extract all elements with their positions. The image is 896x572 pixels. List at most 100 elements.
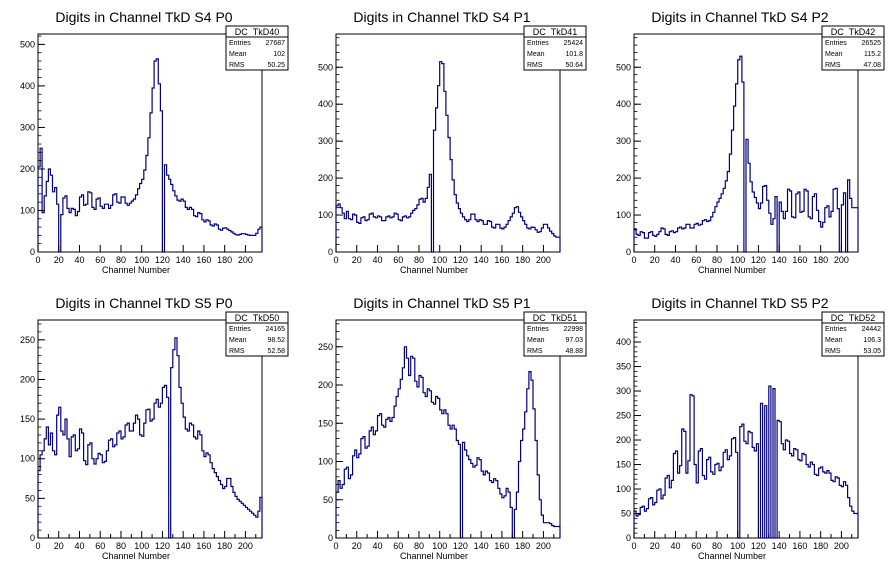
stats-box-name: DC_TkD40 <box>235 27 280 37</box>
stats-row-value: 52.58 <box>267 348 285 355</box>
x-tick-label: 100 <box>134 541 149 551</box>
stats-box-frame <box>821 25 885 71</box>
stats-box-name: DC_TkD50 <box>235 313 280 323</box>
stats-box-frame <box>523 311 587 357</box>
stats-box-name: DC_TkD41 <box>533 27 578 37</box>
stats-row-label: RMS <box>229 62 245 69</box>
stats-row-label: Entries <box>825 40 847 47</box>
histogram-series <box>633 55 859 253</box>
stats-box: DC_TkD52 Entries 24442 Mean 106.3 RMS 53.05 <box>821 311 885 357</box>
x-tick-label: 200 <box>238 255 253 265</box>
y-tick-label: 400 <box>318 99 333 109</box>
stats-row-label: Mean <box>527 337 545 344</box>
y-tick-label: 0 <box>626 247 631 257</box>
x-tick-label: 100 <box>432 255 447 265</box>
x-axis-label: Channel Number <box>102 265 170 275</box>
stats-row-label: RMS <box>825 62 841 69</box>
x-tick-label: 140 <box>176 541 191 551</box>
histogram-series <box>37 58 263 253</box>
stats-row-value: 47.08 <box>863 62 881 69</box>
y-tick-label: 200 <box>616 435 631 445</box>
chart-title: Digits in Channel TkD S4 P2 <box>651 9 828 25</box>
x-tick-label: 180 <box>217 541 232 551</box>
chart-title: Digits in Channel TkD S5 P0 <box>55 295 232 311</box>
y-tick-label: 300 <box>616 136 631 146</box>
stats-row-label: Mean <box>825 51 843 58</box>
stats-row-label: Mean <box>825 337 843 344</box>
histogram-series <box>633 385 859 539</box>
stats-row-label: Entries <box>527 326 549 333</box>
x-tick-label: 200 <box>536 541 551 551</box>
x-axis-label: Channel Number <box>698 551 766 561</box>
x-tick-label: 160 <box>792 255 807 265</box>
y-tick-label: 200 <box>20 164 35 174</box>
chart-panel-3: Digits in Channel TkD S5 P00501001502002… <box>20 295 289 561</box>
stats-box-name: DC_TkD52 <box>831 313 876 323</box>
x-tick-label: 60 <box>95 541 105 551</box>
stats-row-label: Entries <box>229 40 251 47</box>
stats-box-name: DC_TkD42 <box>831 27 876 37</box>
y-tick-label: 100 <box>318 457 333 467</box>
y-tick-label: 150 <box>20 414 35 424</box>
y-tick-label: 200 <box>20 374 35 384</box>
stats-box: DC_TkD51 Entries 22998 Mean 97.03 RMS 48.88 <box>523 311 587 357</box>
plot-frame <box>335 319 561 539</box>
x-tick-label: 60 <box>691 541 701 551</box>
y-tick-label: 400 <box>20 81 35 91</box>
stats-row-label: RMS <box>825 348 841 355</box>
y-tick-label: 0 <box>626 533 631 543</box>
stats-row-label: RMS <box>229 348 245 355</box>
y-tick-label: 150 <box>318 418 333 428</box>
chart-panel-4: Digits in Channel TkD S5 P1 0 50 100 150 200 2… <box>318 295 587 561</box>
y-tick-label: 50 <box>323 495 333 505</box>
x-tick-label: 20 <box>352 255 362 265</box>
x-tick-label: 140 <box>176 255 191 265</box>
x-tick-label: 0 <box>333 541 338 551</box>
x-axis-label: Channel Number <box>400 265 468 275</box>
stats-row-label: Entries <box>825 326 847 333</box>
stats-row-label: Mean <box>229 337 247 344</box>
stats-row-label: RMS <box>527 62 543 69</box>
y-tick-label: 500 <box>318 62 333 72</box>
x-tick-label: 160 <box>494 255 509 265</box>
y-tick-label: 200 <box>616 173 631 183</box>
y-tick-label: 300 <box>318 136 333 146</box>
stats-box: DC_TkD50 Entries 24165 Mean 98.52 RMS 52.58 <box>225 311 289 357</box>
x-tick-label: 40 <box>670 541 680 551</box>
y-tick-label: 250 <box>20 335 35 345</box>
stats-box-frame <box>225 25 289 71</box>
stats-row-value: 24442 <box>862 326 882 333</box>
y-tick-label: 100 <box>318 210 333 220</box>
stats-box: DC_TkD40 Entries 27687 Mean 102 RMS 50.25 <box>225 25 289 71</box>
plot-frame <box>633 319 859 539</box>
x-tick-label: 160 <box>196 541 211 551</box>
stats-box-frame <box>225 311 289 357</box>
x-tick-label: 0 <box>35 255 40 265</box>
stats-row-label: Mean <box>229 51 247 58</box>
stats-row-value: 27687 <box>266 40 286 47</box>
x-tick-label: 80 <box>116 255 126 265</box>
y-tick-label: 300 <box>20 122 35 132</box>
stats-row-value: 101.8 <box>565 51 583 58</box>
stats-row-value: 48.88 <box>565 348 583 355</box>
stats-box: DC_TkD41 Entries 25424 Mean 101.8 RMS 50.64 <box>523 25 587 71</box>
y-tick-label: 250 <box>318 342 333 352</box>
x-tick-label: 80 <box>414 255 424 265</box>
y-tick-label: 500 <box>616 62 631 72</box>
chart-panel-5: Digits in Channel TkD S5 P20501001502002… <box>616 295 885 561</box>
stats-row-label: RMS <box>527 348 543 355</box>
x-tick-label: 100 <box>730 541 745 551</box>
chart-title: Digits in Channel TkD S5 P1 <box>353 295 530 311</box>
stats-box-frame <box>821 311 885 357</box>
x-tick-label: 140 <box>474 541 489 551</box>
stats-row-value: 50.25 <box>267 62 285 69</box>
x-tick-label: 180 <box>217 255 232 265</box>
plot-frame <box>37 319 263 539</box>
x-tick-label: 100 <box>730 255 745 265</box>
y-tick-label: 0 <box>328 533 333 543</box>
x-tick-label: 200 <box>834 541 849 551</box>
stats-box-name: DC_TkD51 <box>533 313 578 323</box>
x-tick-label: 0 <box>35 541 40 551</box>
y-tick-label: 150 <box>616 460 631 470</box>
